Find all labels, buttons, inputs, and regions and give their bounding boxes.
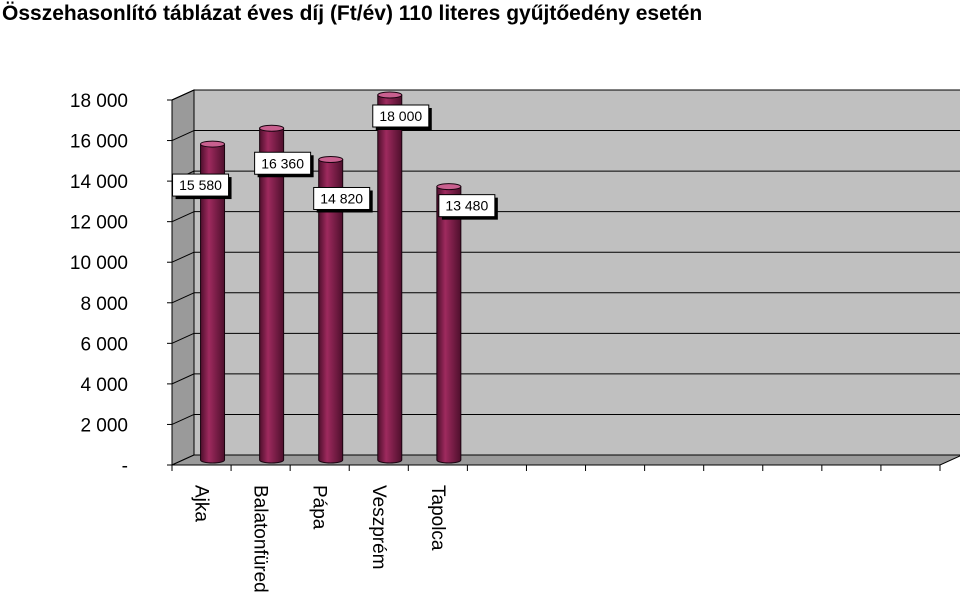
bar xyxy=(200,140,226,464)
data-label: 13 480 xyxy=(445,198,488,214)
x-category-label: Veszprém xyxy=(368,485,389,569)
gridline-side xyxy=(171,211,195,223)
y-tick-label: - xyxy=(122,456,128,477)
data-label: 15 580 xyxy=(179,177,222,193)
back-wall xyxy=(193,89,960,456)
y-tick-label: 12 000 xyxy=(70,213,128,234)
gridline-side xyxy=(171,413,195,425)
y-tick-label: 14 000 xyxy=(70,172,128,193)
floor xyxy=(171,454,960,466)
gridline-side xyxy=(171,251,195,263)
bar xyxy=(259,124,285,464)
y-tick-label: 16 000 xyxy=(70,132,128,153)
y-tick-label: 10 000 xyxy=(70,253,128,274)
bar xyxy=(436,183,462,464)
gridline-side xyxy=(171,373,195,385)
x-category-label: Pápa xyxy=(309,485,330,530)
y-tick-label: 6 000 xyxy=(80,334,128,355)
data-label: 16 360 xyxy=(261,155,304,171)
x-category-label: Balatonfüred xyxy=(250,485,271,593)
gridline-side xyxy=(171,89,195,101)
data-label: 14 820 xyxy=(320,190,363,206)
y-tick-label: 4 000 xyxy=(80,375,128,396)
data-label-box xyxy=(438,194,496,218)
bar xyxy=(318,155,344,464)
gridline-side xyxy=(171,130,195,142)
data-label-box xyxy=(172,173,230,197)
bar-body xyxy=(318,158,344,464)
gridline-side xyxy=(171,292,195,304)
side-wall xyxy=(171,89,195,466)
gridline-side xyxy=(171,332,195,344)
bar-body xyxy=(377,94,403,464)
x-category-label: Ajka xyxy=(191,485,212,522)
y-tick-label: 18 000 xyxy=(70,91,128,112)
bar-body xyxy=(436,186,462,464)
bar-top xyxy=(259,124,285,132)
bar-top xyxy=(200,140,226,148)
y-tick-label: 8 000 xyxy=(80,294,128,315)
y-tick-label: 2 000 xyxy=(80,415,128,436)
bar-body xyxy=(200,143,226,464)
x-category-label: Tapolca xyxy=(427,485,448,551)
data-label-box xyxy=(372,104,430,128)
data-label-box xyxy=(254,151,312,175)
data-label-box xyxy=(313,186,371,210)
bar-top xyxy=(318,155,344,163)
bar-top xyxy=(377,91,403,99)
bar-body xyxy=(259,127,285,464)
data-label: 18 000 xyxy=(379,108,422,124)
bar-top xyxy=(436,183,462,191)
chart-title: Összehasonlító táblázat éves díj (Ft/év)… xyxy=(2,2,703,25)
bar xyxy=(377,91,403,464)
